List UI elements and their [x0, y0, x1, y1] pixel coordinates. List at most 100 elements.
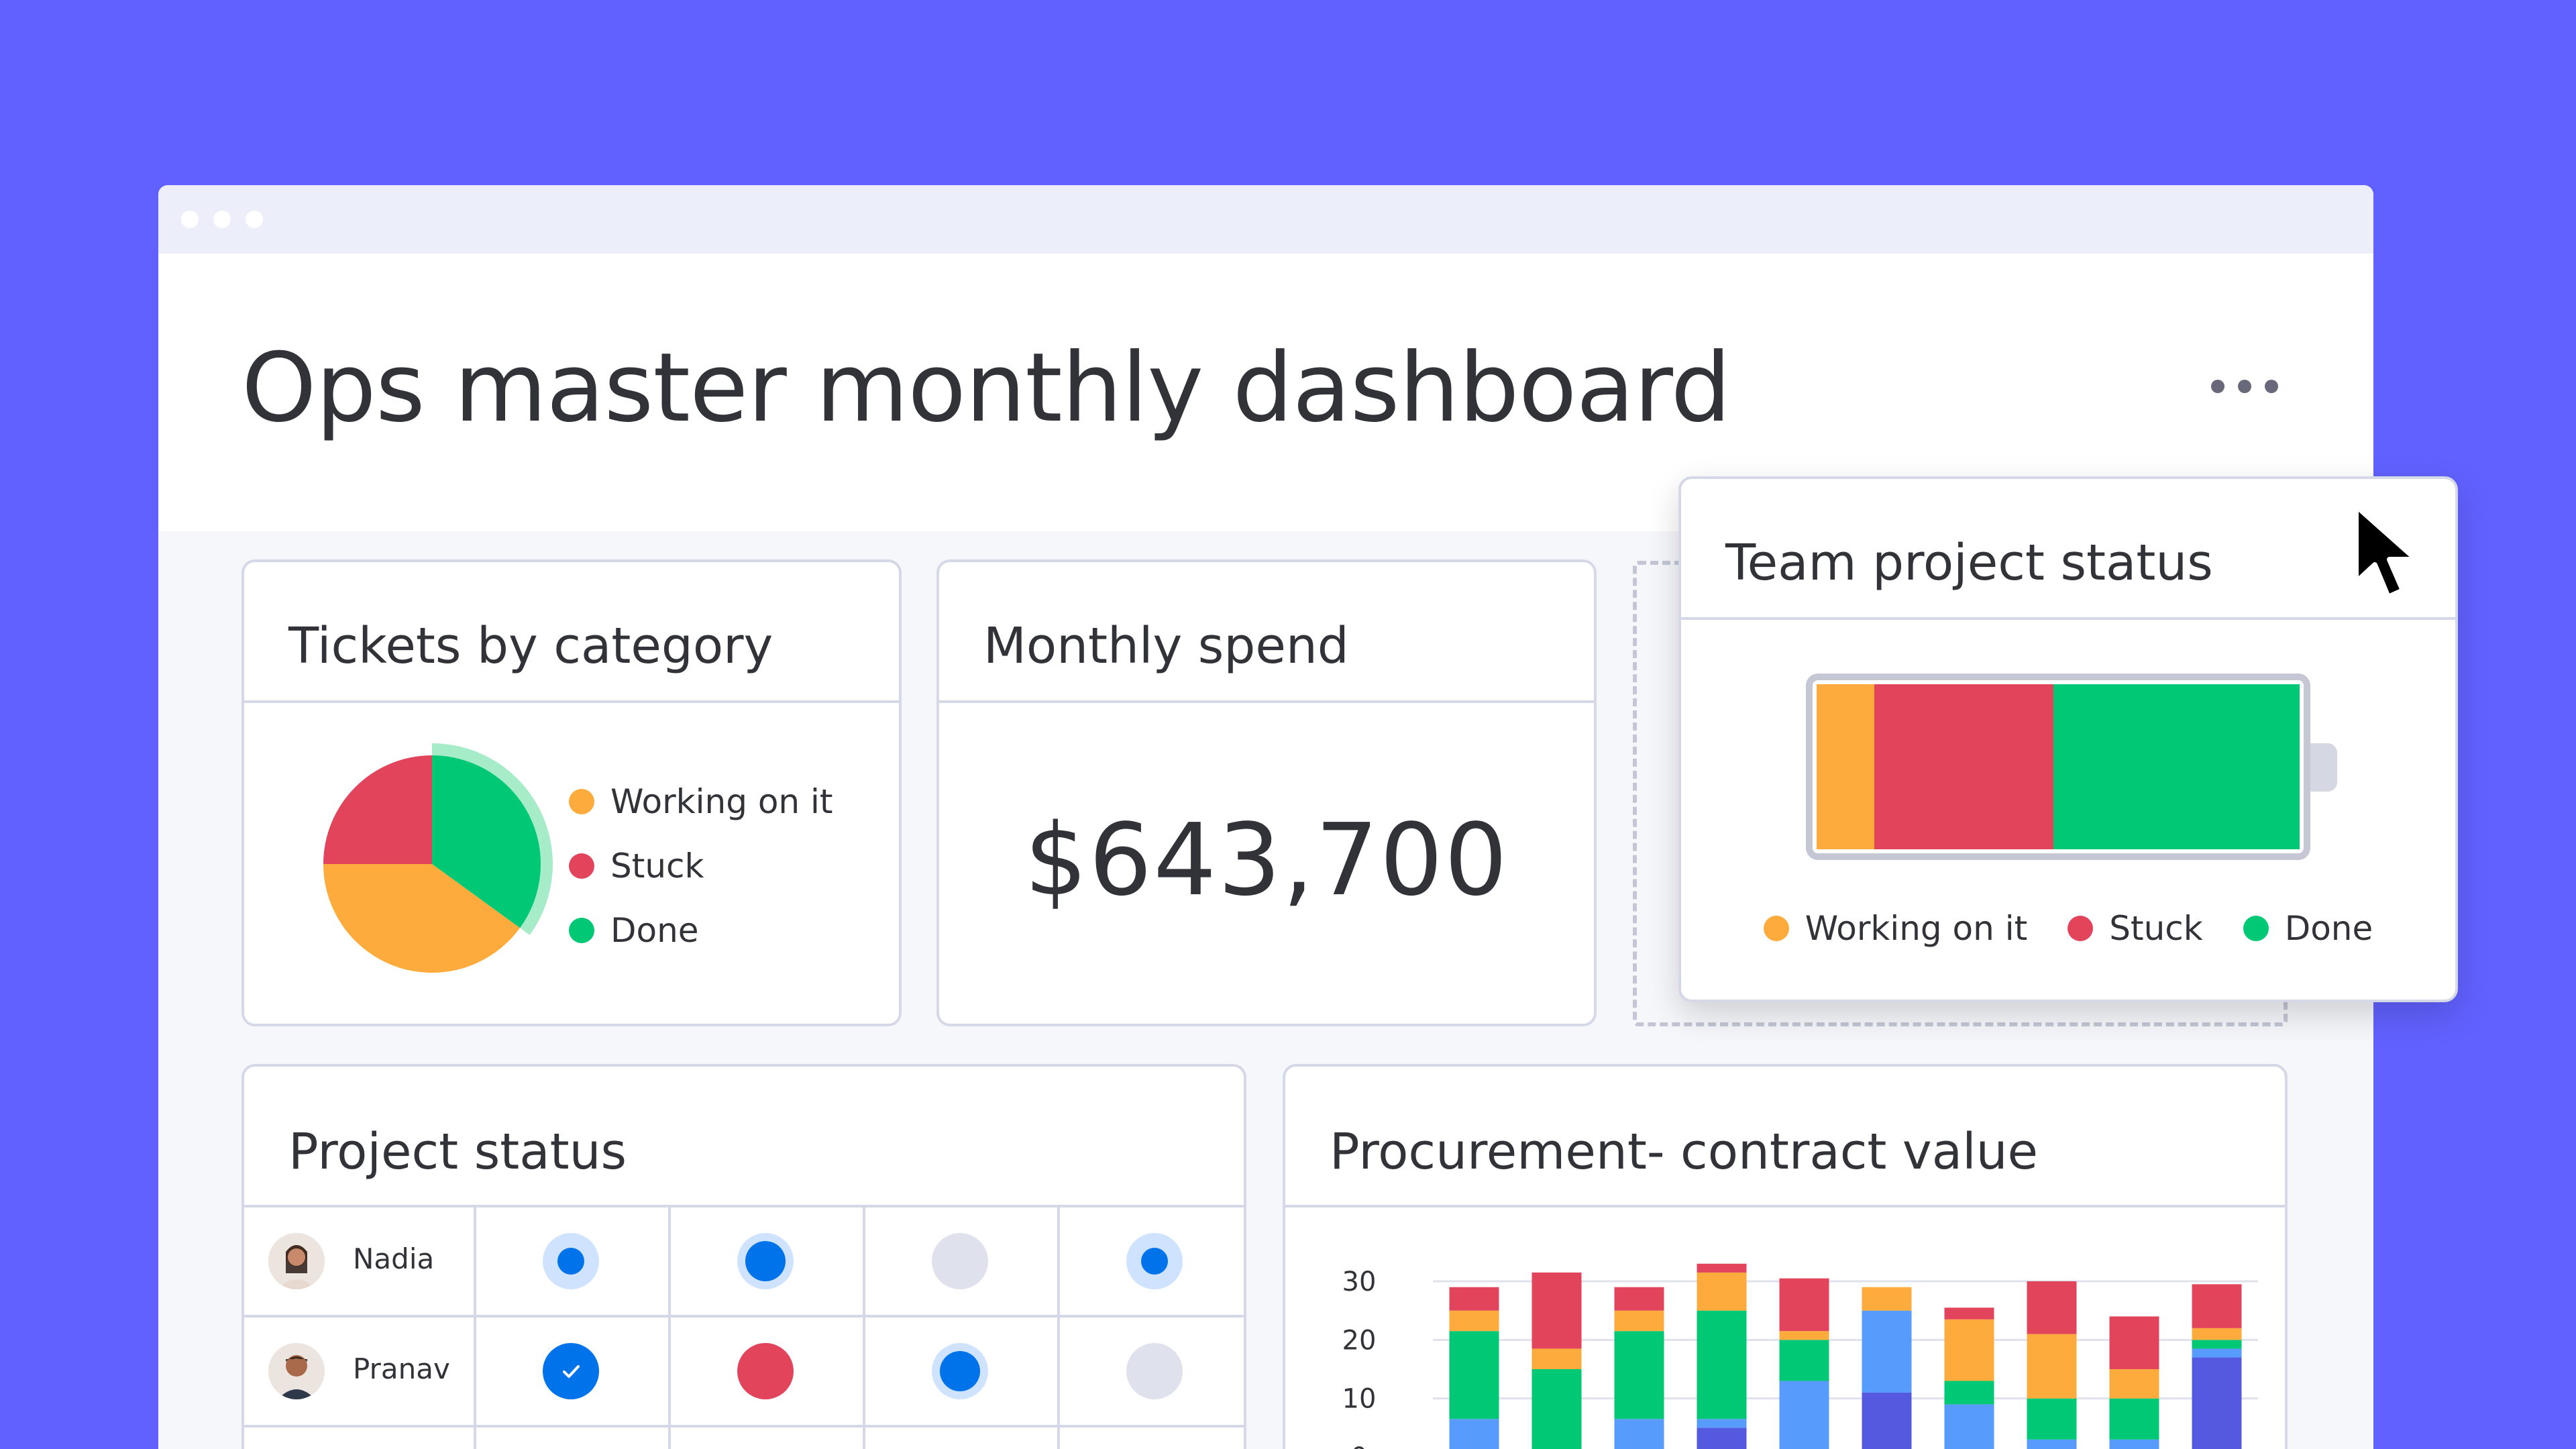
- table-row: Pranav: [244, 1318, 1244, 1428]
- bar-segment[interactable]: [1779, 1278, 1829, 1332]
- table-row: Nadia: [244, 1208, 1244, 1318]
- bar-segment[interactable]: [2109, 1369, 2159, 1399]
- status-done-check-icon[interactable]: [543, 1343, 599, 1399]
- bar-segment[interactable]: [1862, 1392, 1912, 1449]
- status-stuck-icon[interactable]: [737, 1343, 794, 1399]
- bar-segment[interactable]: [1944, 1319, 1994, 1381]
- bar-segment[interactable]: [2109, 1439, 2159, 1449]
- bar-segment[interactable]: [1532, 1348, 1582, 1369]
- avatar: [268, 1343, 325, 1399]
- pie-slice-done[interactable]: [432, 755, 541, 928]
- card-title: Procurement- contract value: [1330, 1123, 2039, 1181]
- battery-cap: [2310, 743, 2337, 792]
- person-name: Nadia: [353, 1242, 435, 1275]
- legend-label: Stuck: [610, 847, 704, 885]
- bar-segment[interactable]: [1779, 1381, 1829, 1449]
- bar-segment[interactable]: [1862, 1287, 1912, 1311]
- bar-segment[interactable]: [1449, 1310, 1499, 1332]
- bar-segment[interactable]: [1779, 1340, 1829, 1381]
- y-tick-label: 30: [1342, 1267, 1377, 1297]
- grid-divider: [668, 1208, 671, 1449]
- card-title: Monthly spend: [983, 617, 1349, 675]
- tickets-by-category-card[interactable]: Tickets by category Working on it Stuck Do…: [241, 559, 902, 1026]
- legend-dot-icon: [569, 789, 594, 814]
- team-project-status-card[interactable]: Team project status Working on it Stuck Do…: [1678, 476, 2458, 1002]
- bar-segment[interactable]: [2109, 1398, 2159, 1440]
- battery-segment-working-on-it: [1817, 684, 1875, 849]
- legend-dot-icon: [2068, 916, 2094, 941]
- bar-segment[interactable]: [1614, 1310, 1664, 1332]
- bar-segment[interactable]: [1614, 1331, 1664, 1419]
- bar-segment[interactable]: [2192, 1284, 2242, 1328]
- bar-segment[interactable]: [1944, 1404, 1994, 1449]
- bar-segment[interactable]: [2027, 1398, 2077, 1440]
- procurement-card[interactable]: Procurement- contract value 30 20 10 0: [1283, 1064, 2288, 1449]
- battery-chart: [1806, 674, 2310, 860]
- legend-label: Done: [610, 911, 699, 950]
- bar-segment[interactable]: [2027, 1334, 2077, 1399]
- bar-segment[interactable]: [1944, 1307, 1994, 1320]
- page-title: Ops master monthly dashboard: [241, 333, 1731, 443]
- procurement-bar-chart[interactable]: 30 20 10 0: [1285, 1208, 2285, 1449]
- person-name: Pranav: [353, 1352, 450, 1385]
- grid-divider: [863, 1208, 865, 1449]
- bar-segment[interactable]: [1779, 1331, 1829, 1340]
- bar-segment[interactable]: [1697, 1310, 1747, 1419]
- status-pending-icon[interactable]: [932, 1233, 988, 1289]
- bar-segment[interactable]: [1697, 1263, 1747, 1273]
- window-titlebar: [158, 185, 2373, 254]
- grid-divider: [1057, 1208, 1060, 1449]
- status-in-progress-icon[interactable]: [1126, 1233, 1183, 1289]
- y-tick-label: 0: [1350, 1442, 1367, 1449]
- y-tick-label: 20: [1342, 1325, 1377, 1356]
- legend-label: Stuck: [2109, 908, 2203, 948]
- window-dot-icon: [181, 211, 199, 228]
- more-horizontal-icon[interactable]: [2211, 374, 2278, 401]
- legend-dot-icon: [2243, 916, 2269, 941]
- status-in-progress-icon[interactable]: [543, 1233, 599, 1289]
- bar-segment[interactable]: [1697, 1428, 1747, 1449]
- window-dot-icon: [213, 211, 231, 228]
- pie-slice-working-on-it[interactable]: [323, 864, 521, 973]
- legend-label: Done: [2284, 908, 2373, 948]
- pie-chart[interactable]: [298, 730, 566, 998]
- pie-slice-stuck[interactable]: [323, 755, 432, 864]
- legend-dot-icon: [569, 918, 594, 943]
- bar-segment[interactable]: [1532, 1369, 1582, 1449]
- legend-label: Working on it: [1805, 908, 2028, 948]
- status-pending-icon[interactable]: [1126, 1343, 1183, 1399]
- legend-item: Stuck: [2068, 908, 2203, 949]
- battery-segment-done: [2053, 684, 2300, 849]
- bar-segment[interactable]: [1449, 1287, 1499, 1311]
- bar-segment[interactable]: [1614, 1287, 1664, 1311]
- bar-segment[interactable]: [1614, 1419, 1664, 1449]
- bar-segment[interactable]: [2192, 1348, 2242, 1358]
- bar-segment[interactable]: [2192, 1328, 2242, 1340]
- bar-segment[interactable]: [2109, 1316, 2159, 1369]
- bar-segment[interactable]: [2027, 1281, 2077, 1334]
- bar-segment[interactable]: [1449, 1331, 1499, 1419]
- card-title: Tickets by category: [288, 617, 773, 675]
- legend-item: Working on it: [1763, 908, 2028, 949]
- legend-item: Done: [2243, 908, 2373, 949]
- bar-segment[interactable]: [1449, 1419, 1499, 1449]
- legend-dot-icon: [1763, 916, 1789, 941]
- bar-segment[interactable]: [2027, 1439, 2077, 1449]
- status-in-progress-icon[interactable]: [737, 1233, 794, 1289]
- legend-dot-icon: [569, 853, 594, 879]
- status-in-progress-icon[interactable]: [932, 1343, 988, 1399]
- bar-segment[interactable]: [2192, 1357, 2242, 1449]
- battery-segment-stuck: [1874, 684, 2053, 849]
- monthly-spend-card[interactable]: Monthly spend $643,700: [936, 559, 1597, 1026]
- bar-segment[interactable]: [1697, 1272, 1747, 1311]
- bar-segment[interactable]: [1862, 1310, 1912, 1393]
- bar-segment[interactable]: [1532, 1272, 1582, 1349]
- bar-segment[interactable]: [2192, 1340, 2242, 1349]
- card-title: Team project status: [1725, 534, 2213, 592]
- mouse-pointer-icon: [2353, 503, 2419, 600]
- legend-label: Working on it: [610, 782, 833, 821]
- monthly-spend-value: $643,700: [1024, 802, 1509, 918]
- bar-segment[interactable]: [1944, 1381, 1994, 1405]
- bar-segment[interactable]: [1697, 1419, 1747, 1428]
- project-status-card[interactable]: Project status Nadia Pranav: [241, 1064, 1246, 1449]
